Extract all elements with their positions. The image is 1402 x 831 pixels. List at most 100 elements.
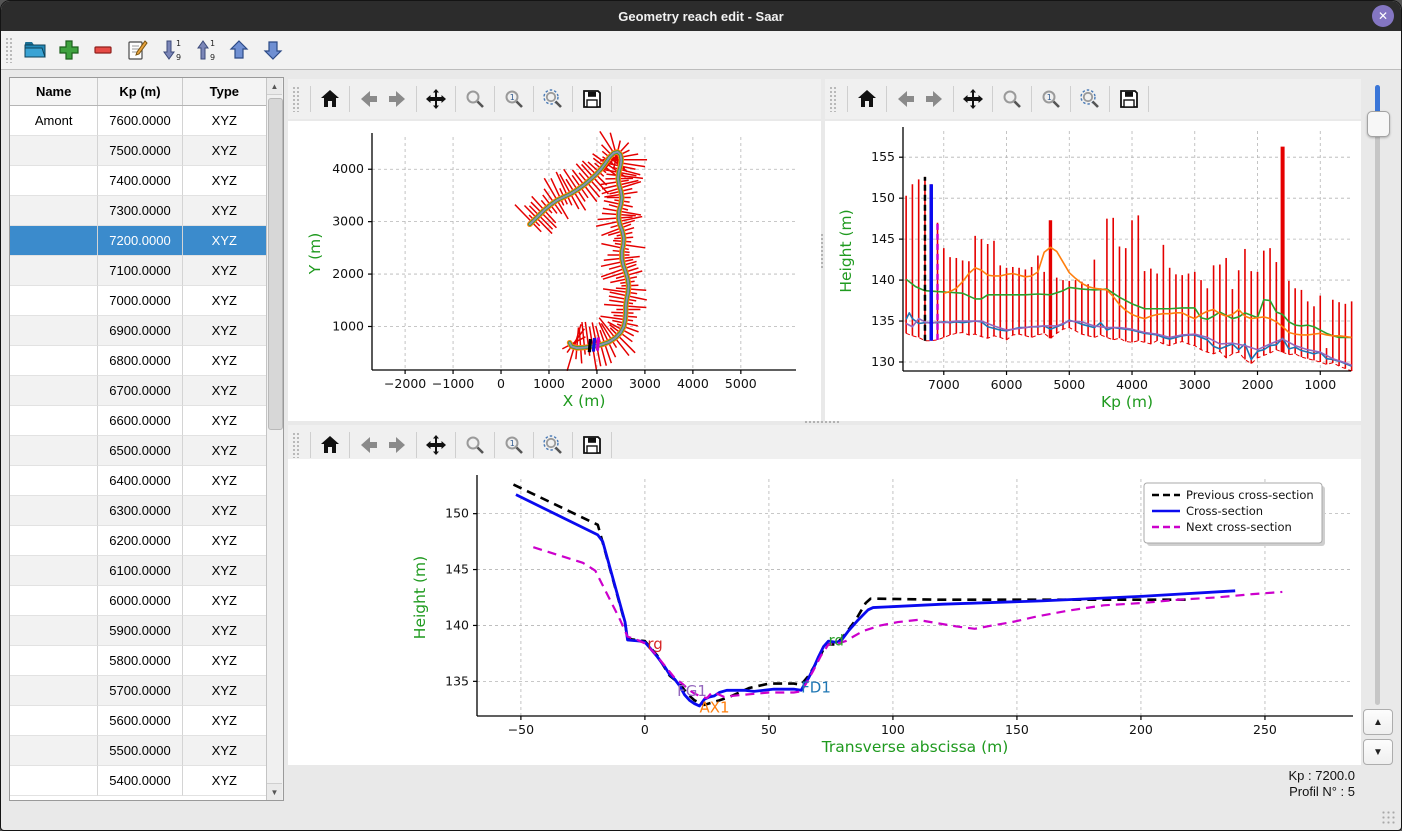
home-button[interactable] xyxy=(853,85,881,113)
cell-name[interactable] xyxy=(10,376,99,406)
cell-type[interactable]: XYZ xyxy=(182,256,266,286)
table-row[interactable]: 6900.0000 XYZ xyxy=(10,316,266,346)
cell-name[interactable]: Amont xyxy=(10,106,99,136)
cell-type[interactable]: XYZ xyxy=(182,586,266,616)
cell-kp[interactable]: 6600.0000 xyxy=(98,406,183,436)
table-row[interactable]: 7500.0000 XYZ xyxy=(10,136,266,166)
pan-button[interactable] xyxy=(959,85,987,113)
home-button[interactable] xyxy=(316,431,344,459)
cell-kp[interactable]: 7500.0000 xyxy=(98,136,183,166)
cell-name[interactable] xyxy=(10,736,99,766)
save-button[interactable] xyxy=(578,431,606,459)
cell-type[interactable]: XYZ xyxy=(182,766,266,796)
cell-name[interactable] xyxy=(10,166,99,196)
table-row[interactable]: 7400.0000 XYZ xyxy=(10,166,266,196)
cell-type[interactable]: XYZ xyxy=(182,736,266,766)
zoom-region-button[interactable] xyxy=(1076,85,1104,113)
table-row[interactable]: 6700.0000 XYZ xyxy=(10,376,266,406)
titlebar[interactable]: Geometry reach edit - Saar ✕ xyxy=(1,1,1401,31)
cell-name[interactable] xyxy=(10,646,99,676)
cell-type[interactable]: XYZ xyxy=(182,286,266,316)
cell-type[interactable]: XYZ xyxy=(182,166,266,196)
cell-type[interactable]: XYZ xyxy=(182,496,266,526)
move-up-button[interactable] xyxy=(224,35,254,65)
cell-kp[interactable]: 6000.0000 xyxy=(98,586,183,616)
cell-name[interactable] xyxy=(10,466,99,496)
vertical-splitter-handle[interactable] xyxy=(820,233,825,269)
cell-kp[interactable]: 6300.0000 xyxy=(98,496,183,526)
scrollbar-thumb[interactable] xyxy=(268,98,283,430)
save-button[interactable] xyxy=(578,85,606,113)
pan-button[interactable] xyxy=(422,85,450,113)
close-button[interactable]: ✕ xyxy=(1372,5,1394,27)
zoom-button[interactable] xyxy=(461,85,489,113)
cell-kp[interactable]: 5700.0000 xyxy=(98,676,183,706)
save-button[interactable] xyxy=(1115,85,1143,113)
cell-kp[interactable]: 5600.0000 xyxy=(98,706,183,736)
cell-type[interactable]: XYZ xyxy=(182,106,266,136)
plot-toolbar-grip[interactable] xyxy=(292,432,299,458)
cross-section-chart[interactable]: rg FG1 AX1 FD1 rd −50 0 50 100 150 200 250 135 140 145… xyxy=(288,459,1361,765)
table-row[interactable]: 6400.0000 XYZ xyxy=(10,466,266,496)
horizontal-splitter-handle[interactable] xyxy=(804,420,840,425)
cell-kp[interactable]: 5800.0000 xyxy=(98,646,183,676)
table-row[interactable]: 7100.0000 XYZ xyxy=(10,256,266,286)
cell-type[interactable]: XYZ xyxy=(182,316,266,346)
zoom-button[interactable] xyxy=(998,85,1026,113)
cell-type[interactable]: XYZ xyxy=(182,526,266,556)
zoom-region-button[interactable] xyxy=(539,431,567,459)
cell-name[interactable] xyxy=(10,346,99,376)
cell-name[interactable] xyxy=(10,316,99,346)
table-row[interactable]: 6100.0000 XYZ xyxy=(10,556,266,586)
cell-name[interactable] xyxy=(10,286,99,316)
table-row[interactable]: 7300.0000 XYZ xyxy=(10,196,266,226)
sort-descending-button[interactable]: 1 9 xyxy=(156,35,186,65)
next-profile-button[interactable]: ▼ xyxy=(1363,739,1393,765)
scroll-down-arrow[interactable]: ▼ xyxy=(267,783,282,800)
table-row[interactable]: 5900.0000 XYZ xyxy=(10,616,266,646)
cell-type[interactable]: XYZ xyxy=(182,676,266,706)
longitudinal-profile-chart[interactable]: 7000 6000 5000 4000 3000 2000 1000 130 135 140 145… xyxy=(825,121,1361,421)
cell-kp[interactable]: 6400.0000 xyxy=(98,466,183,496)
cell-kp[interactable]: 6500.0000 xyxy=(98,436,183,466)
profile-slider-thumb[interactable] xyxy=(1367,111,1390,137)
cell-name[interactable] xyxy=(10,436,99,466)
table-row[interactable]: 6800.0000 XYZ xyxy=(10,346,266,376)
profile-slider-track[interactable] xyxy=(1375,85,1380,705)
zoom-region-button[interactable] xyxy=(539,85,567,113)
table-row[interactable]: 5400.0000 XYZ xyxy=(10,766,266,796)
table-scrollbar[interactable]: ▲ ▼ xyxy=(266,78,283,800)
cell-name[interactable] xyxy=(10,556,99,586)
zoom-one-button[interactable]: 1 xyxy=(500,431,528,459)
table-row[interactable]: 5800.0000 XYZ xyxy=(10,646,266,676)
cell-kp[interactable]: 5900.0000 xyxy=(98,616,183,646)
cell-kp[interactable]: 5400.0000 xyxy=(98,766,183,796)
sort-ascending-button[interactable]: 1 9 xyxy=(190,35,220,65)
cell-kp[interactable]: 7000.0000 xyxy=(98,286,183,316)
toolbar-grip[interactable] xyxy=(5,37,12,63)
cell-name[interactable] xyxy=(10,616,99,646)
plot-toolbar-grip[interactable] xyxy=(829,86,836,112)
cell-name[interactable] xyxy=(10,136,99,166)
cell-name[interactable] xyxy=(10,586,99,616)
forward-button[interactable] xyxy=(383,85,411,113)
zoom-one-button[interactable]: 1 xyxy=(1037,85,1065,113)
remove-profile-button[interactable] xyxy=(88,35,118,65)
cell-type[interactable]: XYZ xyxy=(182,136,266,166)
cell-name[interactable] xyxy=(10,676,99,706)
cell-name[interactable] xyxy=(10,496,99,526)
plot-toolbar-grip[interactable] xyxy=(292,86,299,112)
cell-name[interactable] xyxy=(10,196,99,226)
cell-type[interactable]: XYZ xyxy=(182,706,266,736)
cell-kp[interactable]: 7400.0000 xyxy=(98,166,183,196)
cell-kp[interactable]: 6800.0000 xyxy=(98,346,183,376)
cell-type[interactable]: XYZ xyxy=(182,466,266,496)
add-profile-button[interactable] xyxy=(54,35,84,65)
open-folder-button[interactable] xyxy=(20,35,50,65)
table-row[interactable]: 7200.0000 XYZ xyxy=(10,226,266,256)
cell-kp[interactable]: 7600.0000 xyxy=(98,106,183,136)
cell-kp[interactable]: 7300.0000 xyxy=(98,196,183,226)
cell-type[interactable]: XYZ xyxy=(182,646,266,676)
plan-view-chart[interactable]: −2000 −1000 0 1000 2000 3000 4000 5000 1000 2000 3… xyxy=(288,121,821,421)
scroll-up-arrow[interactable]: ▲ xyxy=(267,78,282,95)
